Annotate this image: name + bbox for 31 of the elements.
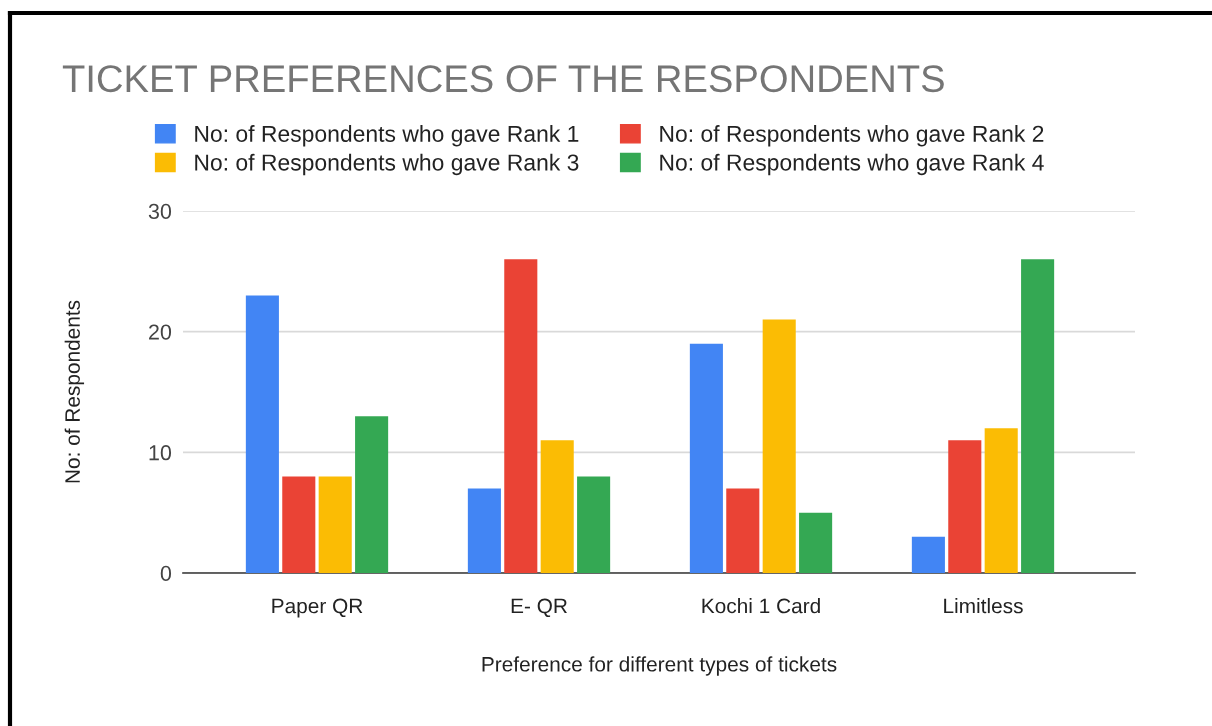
bar xyxy=(948,440,982,573)
bar xyxy=(1021,259,1055,573)
legend-label: No: of Respondents who gave Rank 2 xyxy=(660,125,1044,147)
x-tick-label: Limitless xyxy=(944,598,1023,614)
y-axis-title: No: of Respondents xyxy=(64,300,85,483)
y-tick-label: 10 xyxy=(149,445,172,461)
bar xyxy=(984,428,1018,573)
bar xyxy=(504,259,538,573)
legend-label: No: of Respondents who gave Rank 3 xyxy=(195,153,579,176)
y-tick-label: 30 xyxy=(148,203,172,220)
x-tick-label: Paper QR xyxy=(272,598,363,618)
x-tick-label: Kochi 1 Card xyxy=(702,598,820,614)
bar xyxy=(911,536,945,573)
legend-label: No: of Respondents who gave Rank 1 xyxy=(195,125,579,147)
bar xyxy=(318,476,352,573)
bar xyxy=(355,416,389,573)
bar xyxy=(540,440,574,573)
x-tick-label: E- QR xyxy=(511,598,567,618)
bar xyxy=(577,476,611,573)
bar xyxy=(467,488,501,573)
y-tick-label: 20 xyxy=(149,324,172,340)
bar xyxy=(762,319,796,573)
chart-title: TICKET PREFERENCES OF THE RESPONDENTS xyxy=(62,65,944,93)
bar xyxy=(282,476,316,573)
legend-label: No: of Respondents who gave Rank 4 xyxy=(660,153,1044,176)
bar xyxy=(689,343,723,573)
bar xyxy=(726,488,760,573)
x-axis-title: Preference for different types of tickets xyxy=(482,656,837,676)
y-tick-label: 0 xyxy=(160,565,172,582)
bar xyxy=(799,512,833,573)
bar xyxy=(245,295,279,573)
